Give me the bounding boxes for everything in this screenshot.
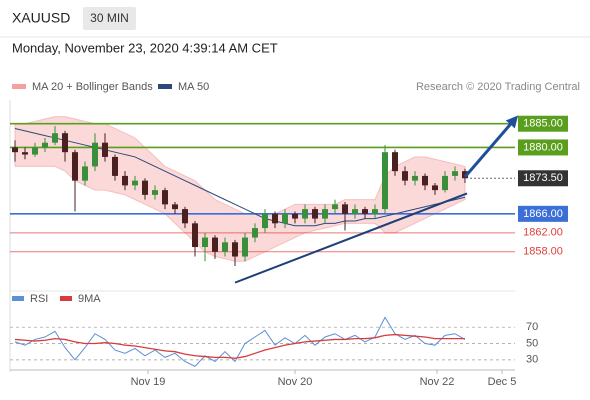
timestamp: Monday, November 23, 2020 4:39:14 AM CET: [12, 40, 278, 55]
candle-body: [252, 228, 258, 238]
credit: Research © 2020 Trading Central: [416, 81, 580, 93]
candle-body: [392, 152, 398, 172]
candle-body: [52, 133, 58, 143]
level-label-box: [518, 205, 568, 222]
level-label: 1858.00: [523, 246, 563, 258]
candle-body: [262, 213, 268, 229]
candle-body: [402, 171, 408, 181]
legend-label: MA 50: [178, 81, 209, 93]
candle-body: [292, 213, 298, 219]
level-label-box: [518, 115, 568, 132]
candle-body: [22, 152, 28, 155]
legend-swatch: [60, 296, 72, 301]
x-tick-label: Nov 19: [131, 376, 166, 388]
candle-body: [102, 142, 108, 157]
level-label: 1862.00: [523, 227, 563, 239]
candle-body: [272, 213, 278, 224]
candle-body: [322, 209, 328, 219]
x-tick-label: Nov 20: [278, 376, 313, 388]
candle-body: [452, 171, 458, 176]
y-tick-label: 70: [526, 321, 538, 333]
candle-body: [42, 142, 48, 148]
candle-body: [212, 237, 218, 252]
candle-body: [362, 209, 368, 214]
candle-body: [422, 175, 428, 186]
legend-swatch: [12, 296, 24, 301]
candle-body: [122, 175, 128, 186]
candle-body: [172, 204, 178, 210]
candle-body: [192, 223, 198, 248]
candle-body: [142, 180, 148, 195]
ma-line: [14, 127, 466, 227]
level-label: 1866.00: [523, 208, 563, 220]
bollinger-band: [14, 116, 466, 262]
y-tick-label: 30: [526, 354, 538, 366]
candle-body: [432, 185, 438, 191]
level-label: 1885.00: [523, 118, 563, 130]
candle-body: [412, 175, 418, 181]
legend-label: 9MA: [78, 293, 101, 305]
x-tick-label: Nov 22: [420, 376, 455, 388]
candle-body: [72, 152, 78, 181]
x-tick-label: Dec 5: [488, 376, 517, 388]
indicator-line: [14, 333, 465, 359]
legend-label: MA 20 + Bollinger Bands: [32, 81, 153, 93]
last-price-label: 1873.50: [523, 172, 563, 184]
symbol: XAUUSD: [12, 10, 70, 26]
candle-body: [92, 142, 98, 167]
candle-body: [342, 204, 348, 214]
indicator-line: [14, 316, 466, 367]
level-label: 1880.00: [523, 141, 563, 153]
trendline: [234, 192, 468, 284]
candle-body: [12, 147, 18, 153]
candle-body: [32, 147, 38, 155]
candle-body: [112, 156, 118, 176]
candle-body: [312, 209, 318, 219]
candle-body: [302, 209, 308, 219]
interval-label[interactable]: 30 MIN: [90, 11, 129, 25]
candle-body: [332, 204, 338, 210]
candle-body: [62, 133, 68, 153]
candle-body: [232, 242, 238, 257]
candle-body: [82, 166, 88, 181]
candle-body: [242, 237, 248, 257]
forecast-arrow: [463, 115, 519, 178]
candle-body: [162, 190, 168, 205]
legend-swatch: [12, 84, 26, 89]
candle-body: [282, 213, 288, 224]
candle-body: [382, 152, 388, 210]
legend-swatch: [158, 84, 172, 89]
y-tick-label: 50: [526, 337, 538, 349]
candle-body: [202, 237, 208, 248]
candle-body: [152, 190, 158, 195]
legend-label: RSI: [30, 293, 48, 305]
last-price-box: [518, 170, 568, 187]
interval-button[interactable]: [83, 7, 136, 30]
candle-body: [182, 209, 188, 224]
candle-body: [372, 209, 378, 214]
candle-body: [222, 242, 228, 252]
candle-body: [132, 180, 138, 186]
candle-body: [352, 209, 358, 214]
level-label-box: [518, 139, 568, 156]
candle-body: [442, 175, 448, 191]
